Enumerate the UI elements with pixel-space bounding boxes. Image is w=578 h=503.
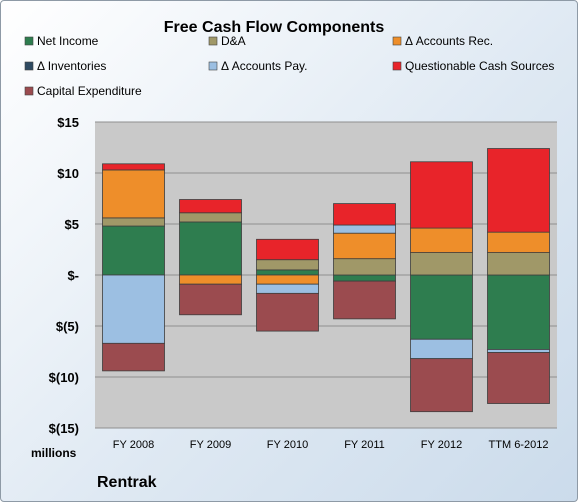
legend-swatch <box>24 61 34 71</box>
y-tick-label: $5 <box>65 217 79 232</box>
bar-questionable-cash-sources-ttm-6-2012 <box>487 148 550 233</box>
legend-item-inventories: Δ Inventories <box>24 59 106 73</box>
bar-questionable-cash-sources-fy-2008 <box>102 163 165 171</box>
bar-capital-expenditure-fy-2012 <box>410 358 473 413</box>
y-tick-label: $(10) <box>49 370 79 385</box>
unit-label: millions <box>31 446 77 460</box>
legend-swatch <box>24 36 34 46</box>
bar-accounts-rec-ttm-6-2012 <box>487 231 550 253</box>
bar-capital-expenditure-fy-2009 <box>179 283 242 316</box>
legend-swatch <box>392 61 402 71</box>
legend: Net Income D&A Δ Accounts Rec. Δ Inventorie… <box>24 34 554 98</box>
bar-questionable-cash-sources-fy-2012 <box>410 161 473 229</box>
bar-accounts-rec-fy-2011 <box>333 232 396 260</box>
chart-title: Free Cash Flow Components <box>164 19 385 36</box>
bar-accounts-rec-fy-2010 <box>256 274 319 285</box>
bar-d-a-fy-2010 <box>256 259 319 271</box>
bar-d-a-fy-2008 <box>102 217 165 227</box>
y-tick-label: $15 <box>57 115 79 130</box>
legend-item-accounts-rec: Δ Accounts Rec. <box>392 34 493 48</box>
bar-net-income-ttm-6-2012 <box>487 274 550 350</box>
y-tick-label: $10 <box>57 166 79 181</box>
bar-net-income-fy-2012 <box>410 274 473 340</box>
legend-label: Net Income <box>37 34 99 48</box>
legend-label: Questionable Cash Sources <box>405 59 554 73</box>
legend-label: Δ Accounts Pay. <box>221 59 308 73</box>
legend-label: Capital Expenditure <box>37 84 142 98</box>
legend-item-accounts-pay: Δ Accounts Pay. <box>208 59 308 73</box>
bar-questionable-cash-sources-fy-2010 <box>256 238 319 261</box>
bar-accounts-rec-fy-2008 <box>102 169 165 219</box>
bar-capital-expenditure-fy-2011 <box>333 280 396 320</box>
bar-capital-expenditure-ttm-6-2012 <box>487 352 550 404</box>
bar-net-income-fy-2008 <box>102 225 165 276</box>
bar-d-a-fy-2012 <box>410 252 473 276</box>
bar-questionable-cash-sources-fy-2009 <box>179 199 242 214</box>
legend-item-capital-expenditure: Capital Expenditure <box>24 84 142 98</box>
bar-net-income-fy-2009 <box>179 221 242 276</box>
bar-accounts-pay-fy-2010 <box>256 283 319 294</box>
legend-swatch <box>208 61 218 71</box>
bar-d-a-fy-2009 <box>179 212 242 223</box>
legend-swatch <box>24 86 34 96</box>
bar-capital-expenditure-fy-2008 <box>102 342 165 372</box>
x-tick-label: FY 2010 <box>267 439 308 451</box>
legend-label: Δ Accounts Rec. <box>405 34 493 48</box>
x-tick-label: FY 2011 <box>344 439 385 451</box>
legend-item-net-income: Net Income <box>24 34 99 48</box>
company-label: Rentrak <box>97 474 157 491</box>
bar-accounts-pay-fy-2011 <box>333 224 396 234</box>
legend-label: D&A <box>221 34 246 48</box>
legend-item-questionable-cash-sources: Questionable Cash Sources <box>392 59 554 73</box>
bars <box>102 148 550 413</box>
bar-d-a-ttm-6-2012 <box>487 252 550 276</box>
bar-accounts-pay-ttm-6-2012 <box>487 349 550 353</box>
gridlines <box>95 121 557 429</box>
bar-accounts-rec-fy-2009 <box>179 274 242 285</box>
x-tick-label: FY 2009 <box>190 439 231 451</box>
bar-questionable-cash-sources-fy-2011 <box>333 203 396 226</box>
bar-accounts-pay-fy-2008 <box>102 274 165 344</box>
y-axis: $15 $10 $5 $- $(5) $(10) $(15) <box>49 115 79 436</box>
legend-swatch <box>208 36 218 46</box>
bar-accounts-pay-fy-2012 <box>410 338 473 360</box>
bar-accounts-rec-fy-2012 <box>410 227 473 253</box>
y-tick-label: $(5) <box>56 319 79 334</box>
bar-net-income-fy-2010 <box>256 269 319 276</box>
legend-swatch <box>392 36 402 46</box>
bar-capital-expenditure-fy-2010 <box>256 292 319 332</box>
x-tick-label: FY 2008 <box>113 439 154 451</box>
legend-label: Δ Inventories <box>37 59 106 73</box>
x-axis: FY 2008 FY 2009 FY 2010 FY 2011 FY 2012 TTM 6… <box>113 439 549 451</box>
y-tick-label: $- <box>67 268 79 283</box>
legend-item-d-a: D&A <box>208 34 246 48</box>
bar-d-a-fy-2011 <box>333 258 396 276</box>
x-tick-label: TTM 6-2012 <box>489 439 549 451</box>
bar-net-income-fy-2011 <box>333 274 396 282</box>
y-tick-label: $(15) <box>49 421 79 436</box>
x-tick-label: FY 2012 <box>421 439 462 451</box>
